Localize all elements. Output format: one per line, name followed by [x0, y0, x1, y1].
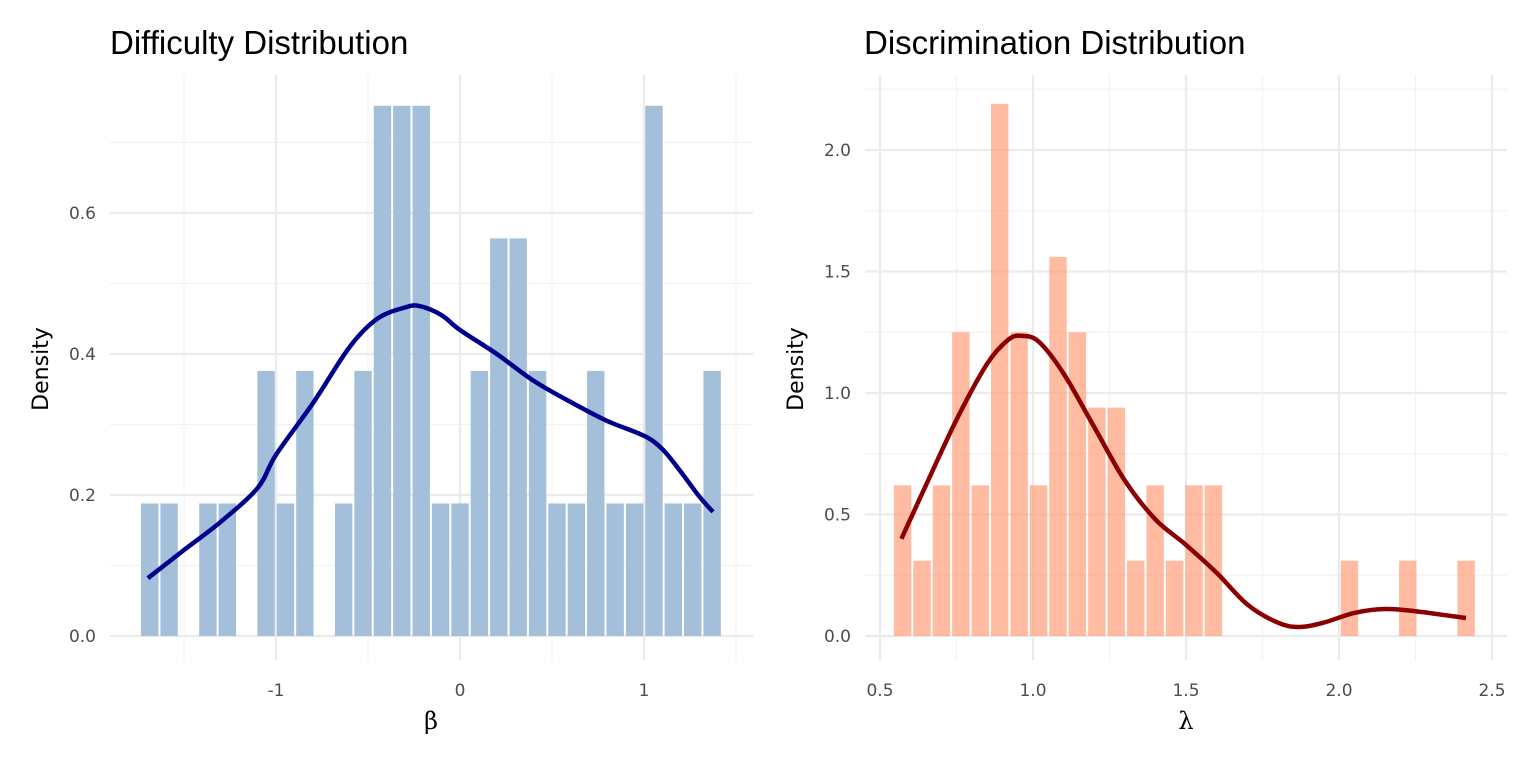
- difficulty-histogram-bar: [451, 503, 469, 636]
- difficulty-y-tick-label: 0.0: [69, 627, 96, 647]
- difficulty-bars: [141, 105, 721, 637]
- difficulty-histogram-bar: [393, 105, 411, 637]
- difficulty-histogram-bar: [334, 503, 353, 636]
- difficulty-histogram-bar: [276, 503, 295, 636]
- discrimination-histogram-bar: [1107, 407, 1126, 636]
- difficulty-panel: Difficulty Distribution -1 0 1 0.0 0.2 0.4 0.6…: [29, 24, 753, 735]
- difficulty-y-axis-label: Density: [29, 327, 54, 411]
- discrimination-x-tick-label: 0.5: [866, 681, 893, 701]
- discrimination-x-tick-label: 2.5: [1478, 681, 1505, 701]
- discrimination-histogram-bar: [1146, 485, 1164, 636]
- discrimination-histogram-bar: [1029, 485, 1048, 636]
- difficulty-histogram-bar: [354, 370, 372, 636]
- discrimination-y-axis-label: Density: [784, 327, 809, 411]
- discrimination-x-tick-label: 2.0: [1325, 681, 1352, 701]
- discrimination-histogram-bar: [971, 485, 990, 636]
- discrimination-histogram-bar: [1457, 560, 1475, 636]
- discrimination-panel: Discrimination Distribution 0.5 1.0 1.5 2.0…: [784, 24, 1507, 735]
- difficulty-title: Difficulty Distribution: [110, 24, 408, 61]
- discrimination-ticks: 0.5 1.0 1.5 2.0 2.5 0.0 0.5 1.0 1.5 2.0: [824, 141, 1506, 701]
- discrimination-histogram-bar: [1185, 485, 1203, 636]
- difficulty-histogram-bar: [199, 503, 217, 636]
- difficulty-histogram-bar: [257, 370, 275, 636]
- discrimination-histogram-bar: [1399, 560, 1417, 636]
- difficulty-density-curve-group: [146, 303, 715, 580]
- difficulty-x-tick-label: 1: [639, 681, 650, 701]
- difficulty-histogram-bar: [296, 370, 314, 636]
- difficulty-histogram-bar: [606, 503, 624, 636]
- discrimination-histogram-bar: [1088, 407, 1106, 636]
- discrimination-histogram-bar: [1010, 332, 1028, 636]
- discrimination-histogram-bar: [1204, 485, 1223, 636]
- difficulty-y-tick-label: 0.2: [69, 486, 96, 506]
- difficulty-histogram-bar: [684, 503, 702, 636]
- discrimination-histogram-bar: [952, 332, 970, 636]
- discrimination-histogram-bar: [893, 485, 912, 636]
- difficulty-histogram-bar: [703, 370, 721, 636]
- difficulty-histogram-bar: [160, 503, 178, 636]
- discrimination-histogram-bar: [1165, 560, 1184, 636]
- discrimination-x-tick-label: 1.5: [1172, 681, 1199, 701]
- discrimination-y-tick-label: 1.0: [824, 384, 851, 404]
- difficulty-histogram-bar: [490, 238, 508, 636]
- discrimination-y-tick-label: 1.5: [824, 263, 851, 283]
- difficulty-histogram-bar: [509, 238, 527, 636]
- difficulty-histogram-bar: [141, 503, 159, 636]
- discrimination-histogram-bar: [1340, 560, 1359, 636]
- difficulty-histogram-bar: [218, 503, 236, 636]
- difficulty-histogram-bar: [470, 370, 489, 636]
- discrimination-histogram-bar: [1127, 560, 1145, 636]
- discrimination-x-tick-label: 1.0: [1019, 681, 1046, 701]
- discrimination-density-curve: [899, 333, 1467, 630]
- discrimination-histogram-bar: [913, 560, 931, 636]
- difficulty-ticks: -1 0 1 0.0 0.2 0.4 0.6: [69, 204, 649, 701]
- discrimination-histogram-bar: [991, 103, 1009, 636]
- difficulty-histogram-bar: [664, 503, 683, 636]
- discrimination-x-axis-label: λ: [1178, 707, 1193, 735]
- discrimination-title: Discrimination Distribution: [864, 24, 1245, 61]
- difficulty-y-tick-label: 0.4: [69, 345, 96, 365]
- discrimination-histogram-bar: [1049, 256, 1067, 636]
- discrimination-y-tick-label: 0.5: [824, 506, 851, 526]
- difficulty-histogram-bar: [567, 503, 586, 636]
- difficulty-x-axis-label: β: [424, 707, 438, 735]
- discrimination-histogram-bar: [1068, 332, 1087, 636]
- difficulty-histogram-bar: [625, 503, 644, 636]
- difficulty-y-tick-label: 0.6: [69, 204, 96, 224]
- difficulty-x-tick-label: -1: [268, 681, 285, 701]
- difficulty-histogram-bar: [431, 503, 450, 636]
- difficulty-histogram-bar: [645, 105, 663, 637]
- difficulty-x-tick-label: 0: [455, 681, 466, 701]
- discrimination-density-curve-group: [899, 333, 1467, 630]
- difficulty-density-curve: [146, 303, 715, 580]
- difficulty-histogram-bar: [528, 370, 547, 636]
- discrimination-y-tick-label: 0.0: [824, 627, 851, 647]
- difficulty-histogram-bar: [587, 370, 605, 636]
- difficulty-histogram-bar: [412, 105, 430, 637]
- discrimination-y-tick-label: 2.0: [824, 141, 851, 161]
- discrimination-histogram-bar: [932, 485, 951, 636]
- difficulty-histogram-bar: [548, 503, 566, 636]
- difficulty-histogram-bar: [373, 105, 392, 637]
